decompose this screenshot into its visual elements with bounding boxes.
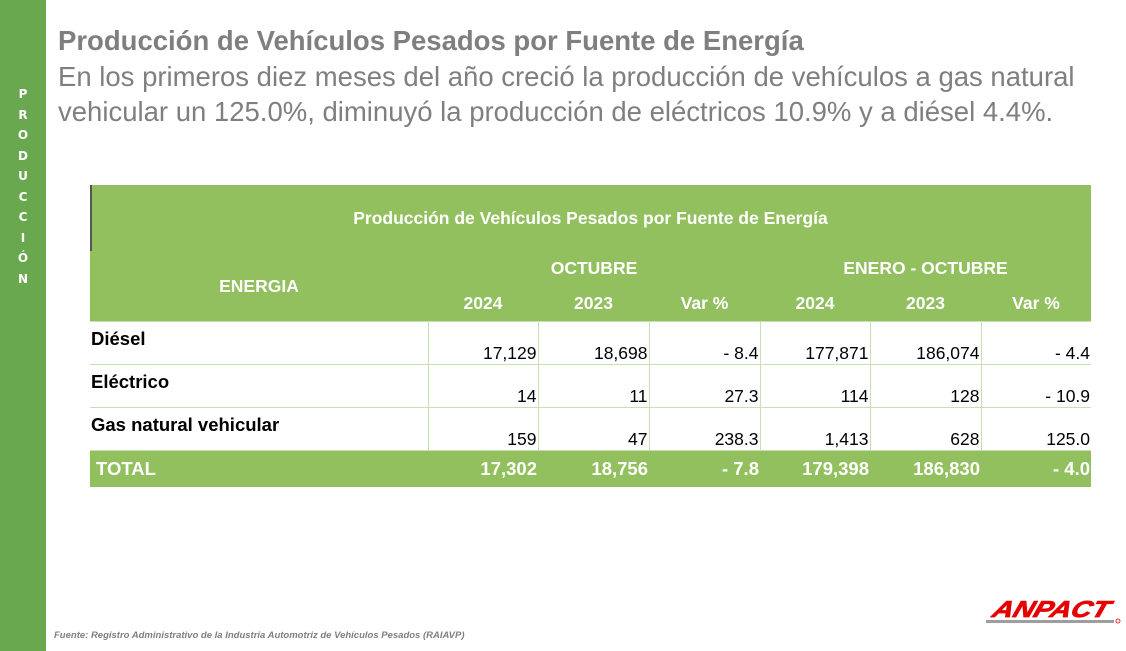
table-cell: - 8.4 [648,321,761,365]
column-header-row: 2024 2023 Var % 2024 2023 Var % [90,286,1092,322]
column-header: 2023 [538,286,649,322]
total-cell: - 7.8 [649,450,760,487]
table-cell: 114 [759,364,871,408]
side-letter: C [18,210,28,224]
row-label: Diésel [90,321,429,365]
side-letter: C [18,189,28,204]
table-cell: 125.0 [980,407,1092,451]
total-cell: 186,830 [870,450,981,487]
table-cell: 159 [427,407,539,451]
column-header: Var % [981,286,1092,322]
total-label: TOTAL [90,450,428,487]
column-header: Var % [649,286,760,322]
table-cell: 177,871 [759,321,871,365]
total-cell: 179,398 [760,450,870,487]
column-header: 2024 [428,286,538,322]
table-caption: Producción de Vehículos Pesados por Fuen… [90,185,1091,251]
caption-edge-line [90,185,92,251]
table-cell: - 10.9 [980,364,1092,408]
table-cell: 14 [427,364,539,408]
table-cell: 27.3 [648,364,761,408]
row-label: Eléctrico [90,364,429,408]
page-title: Producción de Vehículos Pesados por Fuen… [58,25,804,56]
total-cell: 17,302 [428,450,538,487]
total-cell: - 4.0 [981,450,1092,487]
source-note: Fuente: Registro Administrativo de la In… [54,630,465,641]
registered-mark-icon [1115,618,1121,624]
table-cell: 17,129 [427,321,539,365]
table-cell: 1,413 [759,407,871,451]
table-row: Eléctrico 14 11 27.3 114 128 - 10.9 [90,364,1092,408]
side-letter: R [18,107,28,122]
side-letter: Ó [17,251,29,265]
side-letter: O [17,128,29,142]
anpact-logo-text: ANPACT [988,597,1117,622]
total-row: TOTAL 17,302 18,756 - 7.8 179,398 186,83… [90,450,1092,487]
anpact-logo: ANPACT [986,596,1121,624]
table-caption-text: Producción de Vehículos Pesados por Fuen… [353,207,828,228]
total-cell: 18,756 [538,450,649,487]
table-cell: 11 [537,364,650,408]
column-header: 2023 [870,286,981,322]
logo-underline [986,620,1114,623]
side-letter: P [18,87,28,101]
table-cell: - 4.4 [980,321,1092,365]
table-cell: 47 [537,407,650,451]
side-letter: U [18,169,28,183]
group-header-enero-octubre: ENERO - OCTUBRE [760,251,1092,286]
side-band: P R O D U C C I Ó N [0,0,46,651]
table-cell: 186,074 [869,321,982,365]
table-row: Gas natural vehicular 159 47 238.3 1,413… [90,407,1092,451]
production-table: Producción de Vehículos Pesados por Fuen… [90,185,1092,487]
side-section-label: P R O D U C C I Ó N [0,84,46,289]
table-cell: 628 [869,407,982,451]
table-cell: 18,698 [537,321,650,365]
energy-header: ENERGIA [90,251,428,322]
table-cell: 238.3 [648,407,761,451]
column-header: 2024 [760,286,870,322]
page-subtitle: En los primeros diez meses del año creci… [58,61,1075,127]
row-label: Gas natural vehicular [90,407,429,451]
side-letter: N [17,271,29,286]
group-header-row: ENERGIA OCTUBRE ENERO - OCTUBRE [90,251,1092,322]
group-header-octubre: OCTUBRE [428,251,760,286]
table-cell: 128 [869,364,982,408]
table-row: Diésel 17,129 18,698 - 8.4 177,871 186,0… [90,321,1092,365]
data-table: ENERGIA OCTUBRE ENERO - OCTUBRE 2024 202… [90,251,1092,487]
side-letter: I [20,230,26,245]
side-letter: D [18,148,28,163]
